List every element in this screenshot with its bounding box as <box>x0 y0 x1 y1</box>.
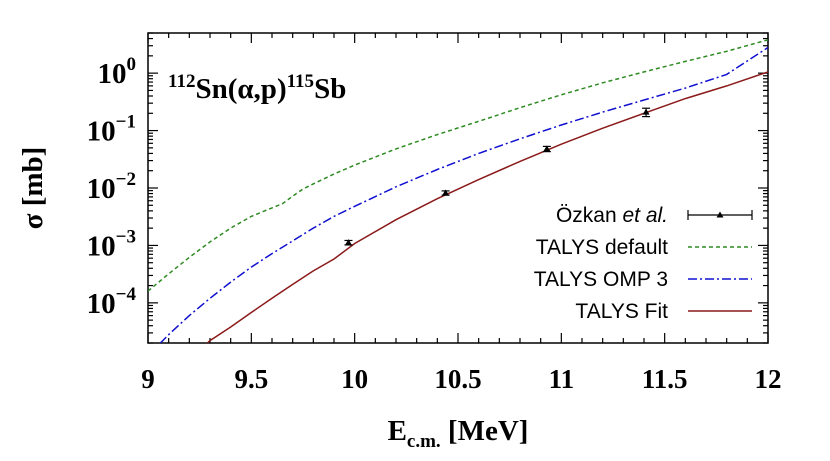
x-tick-label: 11 <box>549 364 575 394</box>
title-product-mass: 115 <box>287 71 314 92</box>
data-point <box>344 239 353 246</box>
title-reaction: (α,p) <box>228 73 287 105</box>
data-point <box>441 189 450 196</box>
legend-item-1: TALYS default <box>536 236 752 259</box>
x-axis-label: Ec.m. [MeV] <box>388 415 529 452</box>
legend-label: Özkan et al. <box>556 204 668 227</box>
legend-item-0: Özkan et al. <box>556 204 753 227</box>
data-point <box>542 145 551 153</box>
x-tick-label: 12 <box>755 364 782 394</box>
x-tick-label: 10.5 <box>434 364 481 394</box>
y-tick-label: 100 <box>98 54 137 90</box>
data-points <box>344 107 651 246</box>
title-target-mass: 112 <box>168 71 195 92</box>
x-tick-label: 10 <box>341 364 368 394</box>
title-product: Sb <box>314 73 346 105</box>
y-tick-label: 10−4 <box>87 284 137 320</box>
chart-title: 112Sn(α,p)115Sb <box>168 71 346 105</box>
legend-label: TALYS default <box>536 236 668 259</box>
legend: Özkan et al. TALYS default TALYS OMP 3 TALY… <box>534 204 753 323</box>
x-tick-labels: 9 9.5 10 10.5 11 11.5 12 <box>141 364 781 394</box>
title-target: Sn <box>195 73 227 105</box>
legend-label: TALYS OMP 3 <box>534 268 668 291</box>
y-tick-label: 10−2 <box>87 169 136 205</box>
legend-label: TALYS Fit <box>575 300 668 323</box>
y-axis-label: σ [mb] <box>17 147 49 230</box>
series-line-3 <box>206 71 768 343</box>
axis-ticks <box>147 32 769 344</box>
series-line-2 <box>159 46 768 343</box>
y-tick-labels: 100 10−1 10−2 10−3 10−4 <box>87 54 137 320</box>
x-tick-label: 11.5 <box>642 364 688 394</box>
y-tick-label: 10−1 <box>87 112 136 148</box>
x-axis-label-main: E <box>388 415 407 447</box>
x-axis-label-sub: c.m. <box>407 431 441 452</box>
x-tick-label: 9.5 <box>234 364 268 394</box>
y-tick-label: 10−3 <box>87 226 136 262</box>
legend-item-2: TALYS OMP 3 <box>534 268 752 291</box>
series-line-1 <box>148 39 768 292</box>
data-point <box>642 107 651 118</box>
x-tick-label: 9 <box>141 364 155 394</box>
x-axis-label-unit: [MeV] <box>441 415 529 447</box>
legend-item-3: TALYS Fit <box>575 300 752 323</box>
